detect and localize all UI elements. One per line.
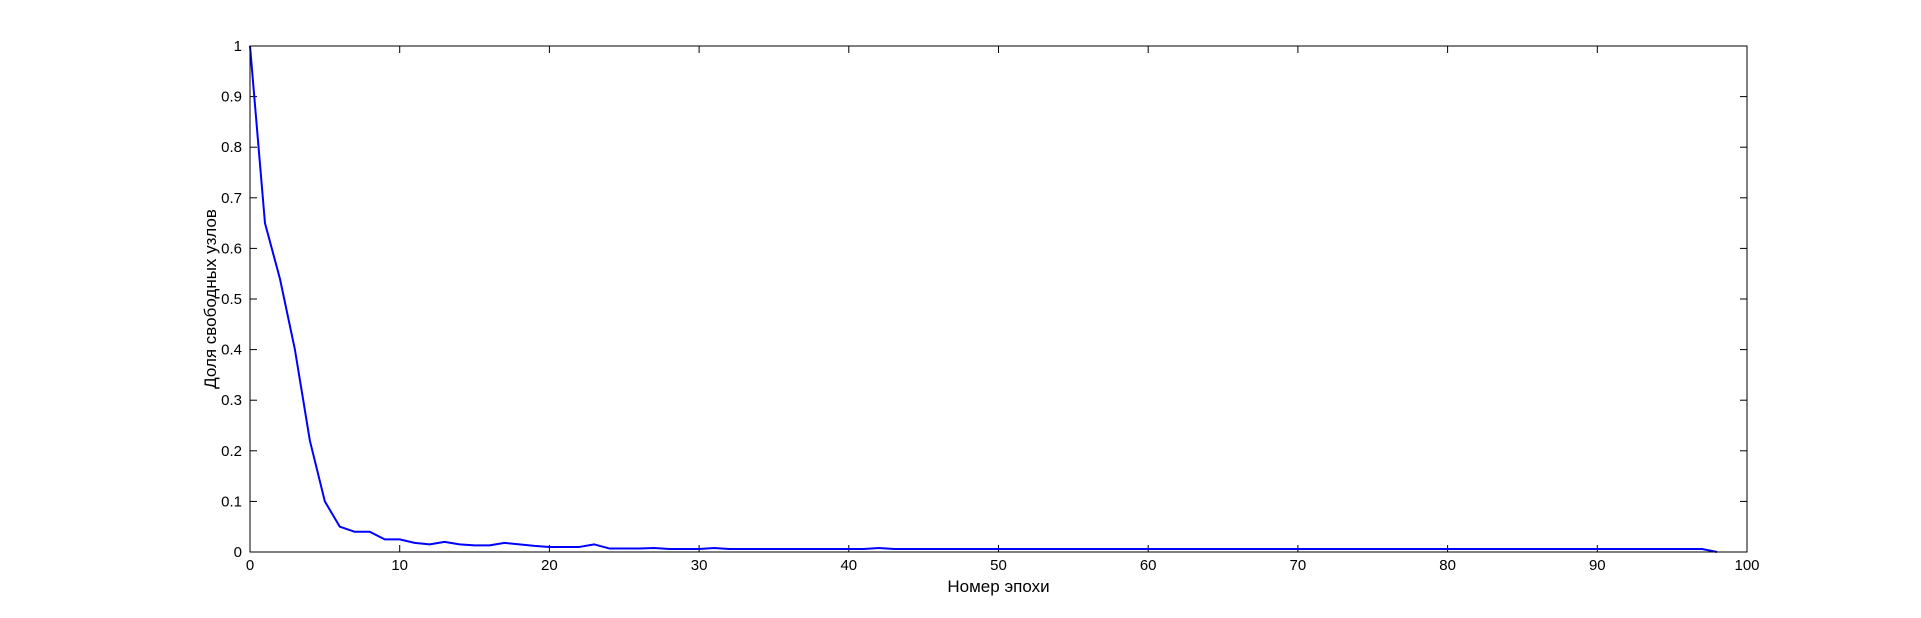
y-tick-label: 0.6 bbox=[221, 240, 242, 257]
y-tick-label: 0.5 bbox=[221, 291, 242, 308]
y-tick-label: 0.4 bbox=[221, 342, 242, 359]
x-tick-label: 10 bbox=[391, 557, 408, 574]
x-tick-label: 0 bbox=[246, 557, 254, 574]
y-tick-label: 0.7 bbox=[221, 190, 242, 207]
y-tick-label: 0.3 bbox=[221, 392, 242, 409]
x-tick-label: 70 bbox=[1290, 557, 1307, 574]
x-tick-label: 100 bbox=[1734, 557, 1759, 574]
x-tick-label: 80 bbox=[1439, 557, 1456, 574]
axes-background bbox=[250, 46, 1747, 552]
y-axis-label: Доля свободных узлов bbox=[201, 209, 220, 389]
y-tick-label: 0 bbox=[234, 544, 242, 561]
y-tick-label: 0.8 bbox=[221, 139, 242, 156]
tick-labels-layer: 0 10 20 30 40 50 60 70 80 90 100 0 0.1 0.2 0.3 0.4 0.5 0.… bbox=[221, 38, 1759, 574]
x-tick-label: 90 bbox=[1589, 557, 1606, 574]
series-layer bbox=[249, 45, 1718, 553]
series-line bbox=[249, 45, 1718, 553]
y-tick-label: 0.9 bbox=[221, 89, 242, 106]
x-tick-label: 30 bbox=[691, 557, 708, 574]
x-tick-label: 20 bbox=[541, 557, 558, 574]
y-tick-label: 0.1 bbox=[221, 493, 242, 510]
x-axis-label: Номер эпохи bbox=[947, 577, 1049, 596]
x-tick-label: 50 bbox=[990, 557, 1007, 574]
y-tick-label: 1 bbox=[234, 38, 242, 55]
x-tick-label: 40 bbox=[840, 557, 857, 574]
axes-box bbox=[249, 45, 1748, 553]
y-tick-label: 0.2 bbox=[221, 443, 242, 460]
x-tick-label: 60 bbox=[1140, 557, 1157, 574]
